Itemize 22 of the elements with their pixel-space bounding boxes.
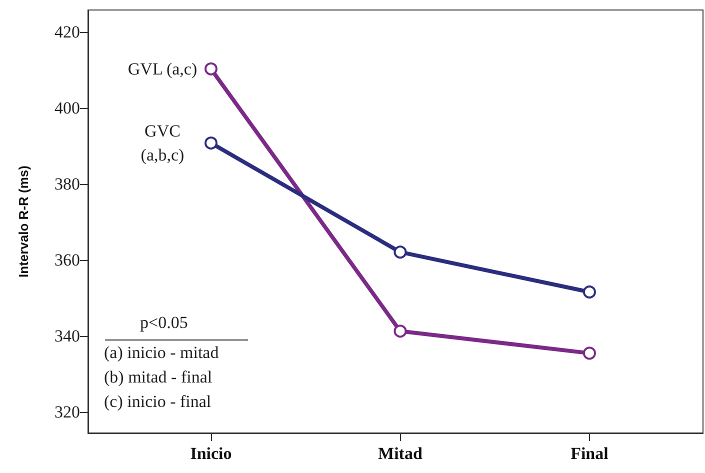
- annotation: (c) inicio - final: [104, 392, 212, 411]
- x-tick-label: Inicio: [190, 444, 232, 463]
- y-tick-label: 320: [54, 402, 80, 422]
- point: [204, 136, 218, 150]
- y-tick-label: 400: [54, 98, 80, 118]
- point: [582, 346, 596, 360]
- point: [394, 246, 407, 259]
- y-tick-label: 360: [54, 250, 80, 270]
- point: [394, 324, 407, 338]
- point: [204, 62, 218, 76]
- point: [582, 286, 596, 298]
- annotation: (b) mitad - final: [104, 368, 212, 386]
- y-tick-label: 420: [54, 22, 80, 42]
- x-tick-label: Final: [570, 444, 609, 463]
- y-tick-label: 340: [54, 326, 80, 346]
- x-tick-label: Mitad: [378, 444, 423, 463]
- annotation: (a) inicio - mitad: [104, 343, 220, 362]
- annotation: p<0.05: [140, 313, 188, 332]
- y-axis-title: Intervalo R-R (ms): [16, 166, 31, 278]
- y-tick-label: 380: [54, 174, 80, 194]
- series-label: GVC (a,b,c): [140, 122, 184, 165]
- series-label: GVL (a,c): [128, 59, 198, 78]
